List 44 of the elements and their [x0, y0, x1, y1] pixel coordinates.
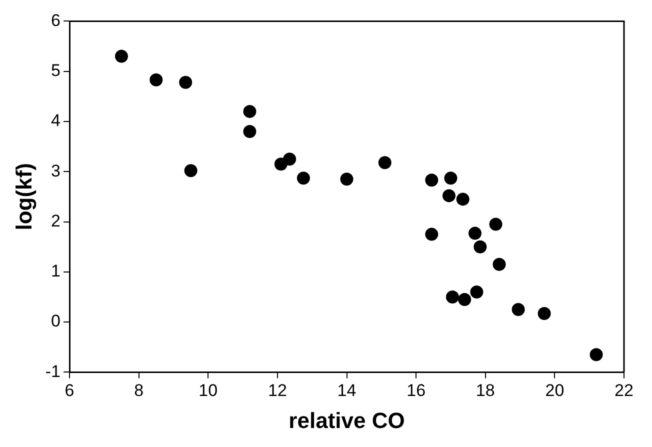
y-axis-title: log(kf) [11, 163, 36, 230]
point [340, 172, 354, 186]
point [444, 172, 458, 185]
x-tick-label: 10 [198, 381, 218, 400]
point [492, 258, 506, 271]
y-tick-label: 3 [51, 161, 61, 180]
y-tick-label: 1 [51, 262, 61, 281]
x-tick-label: 16 [406, 381, 426, 400]
x-tick-label: 6 [64, 381, 74, 400]
y-tick-label: 6 [51, 10, 61, 30]
point [179, 76, 192, 89]
point [184, 164, 198, 178]
point [512, 303, 525, 316]
x-tick-label: 8 [134, 381, 144, 400]
point [296, 172, 310, 185]
point [150, 73, 163, 86]
point [458, 292, 472, 306]
point [456, 192, 470, 206]
point [489, 218, 502, 231]
point [243, 125, 256, 138]
y-tick-label: 0 [51, 312, 61, 331]
point [474, 240, 487, 254]
x-axis-title: relative CO [288, 408, 405, 433]
x-tick-label: 14 [337, 381, 356, 400]
x-tick-label: 12 [268, 381, 287, 400]
point [425, 228, 438, 241]
x-tick-label: 22 [614, 381, 634, 400]
y-tick-label: 2 [51, 211, 61, 230]
point [442, 189, 456, 202]
point [538, 307, 551, 320]
y-tick-label: 5 [51, 61, 61, 80]
point [446, 290, 459, 304]
point [425, 174, 438, 187]
y-tick-label: 4 [51, 111, 61, 130]
point [590, 348, 603, 362]
point [243, 104, 256, 118]
x-tick-label: 18 [476, 381, 495, 400]
point [378, 156, 392, 170]
point [115, 50, 128, 63]
point [470, 285, 484, 298]
y-tick-label: -1 [45, 362, 61, 381]
point [283, 152, 296, 166]
point [468, 226, 482, 240]
x-tick-label: 20 [545, 381, 564, 400]
